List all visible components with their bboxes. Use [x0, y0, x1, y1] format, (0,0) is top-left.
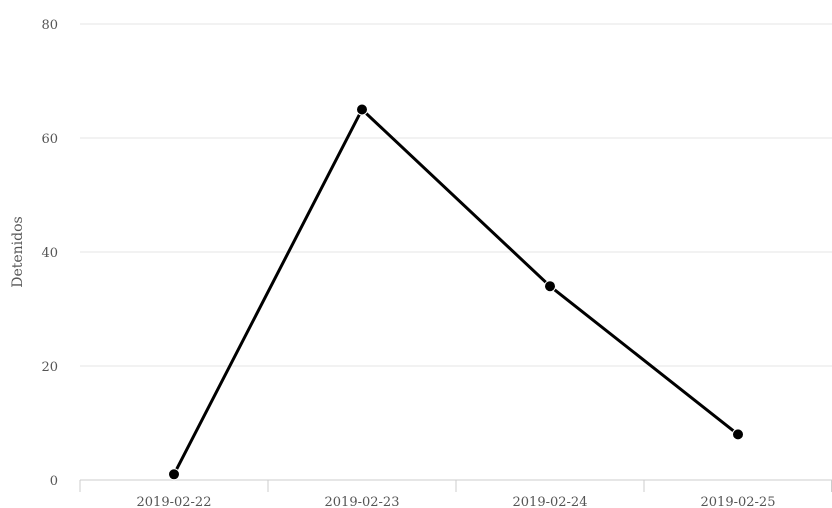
x-axis: 2019-02-22 2019-02-23 2019-02-24 2019-02-25: [79, 479, 832, 508]
series-line: [172, 108, 740, 476]
y-axis-title: Detenidos: [10, 216, 26, 288]
data-point[interactable]: [732, 428, 744, 441]
gridlines: [80, 23, 832, 367]
y-tick-label: 80: [41, 18, 58, 33]
x-tick-label: 2019-02-24: [513, 495, 588, 508]
series-layer: [168, 103, 744, 481]
x-tick-label: 2019-02-25: [701, 495, 776, 508]
x-tick-label: 2019-02-23: [325, 495, 400, 508]
x-tick-label: 2019-02-22: [137, 495, 212, 508]
y-tick-label: 0: [50, 474, 58, 489]
y-tick-label: 60: [41, 132, 58, 147]
data-point[interactable]: [544, 280, 556, 293]
data-point[interactable]: [356, 103, 368, 116]
y-tick-label: 40: [41, 246, 58, 261]
y-tick-label: 20: [41, 360, 58, 375]
data-point[interactable]: [168, 468, 180, 481]
y-axis-tick-labels: 0 20 40 60 80: [41, 18, 58, 489]
